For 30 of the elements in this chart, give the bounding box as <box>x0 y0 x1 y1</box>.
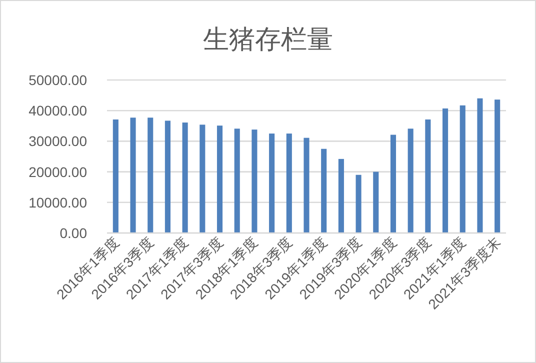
y-tick-label: 0.00 <box>60 225 88 241</box>
bar <box>356 174 362 233</box>
bar <box>390 134 396 233</box>
bar <box>408 128 414 233</box>
bar <box>338 158 344 233</box>
bar <box>130 118 136 233</box>
y-tick-label: 20000.00 <box>28 164 88 180</box>
bar <box>164 120 170 233</box>
bar <box>321 148 327 233</box>
bar <box>216 126 223 233</box>
y-tick-label: 40000.00 <box>28 102 88 119</box>
y-tick-label: 10000.00 <box>28 194 88 210</box>
bar <box>477 98 483 233</box>
chart-title: 生猪存栏量 <box>203 24 333 54</box>
y-tick-label: 30000.00 <box>28 133 88 150</box>
bar <box>252 130 258 233</box>
bar <box>234 128 240 233</box>
bar <box>494 100 500 233</box>
bar <box>182 122 188 233</box>
bar <box>460 105 466 233</box>
bar <box>373 172 379 233</box>
bar <box>112 119 118 233</box>
bar <box>286 134 292 233</box>
bar <box>425 119 431 233</box>
bar <box>304 138 310 233</box>
bar <box>148 118 154 233</box>
y-tick-label: 50000.00 <box>28 72 88 88</box>
bar <box>200 124 206 233</box>
bar <box>269 134 275 233</box>
bar <box>442 108 448 233</box>
